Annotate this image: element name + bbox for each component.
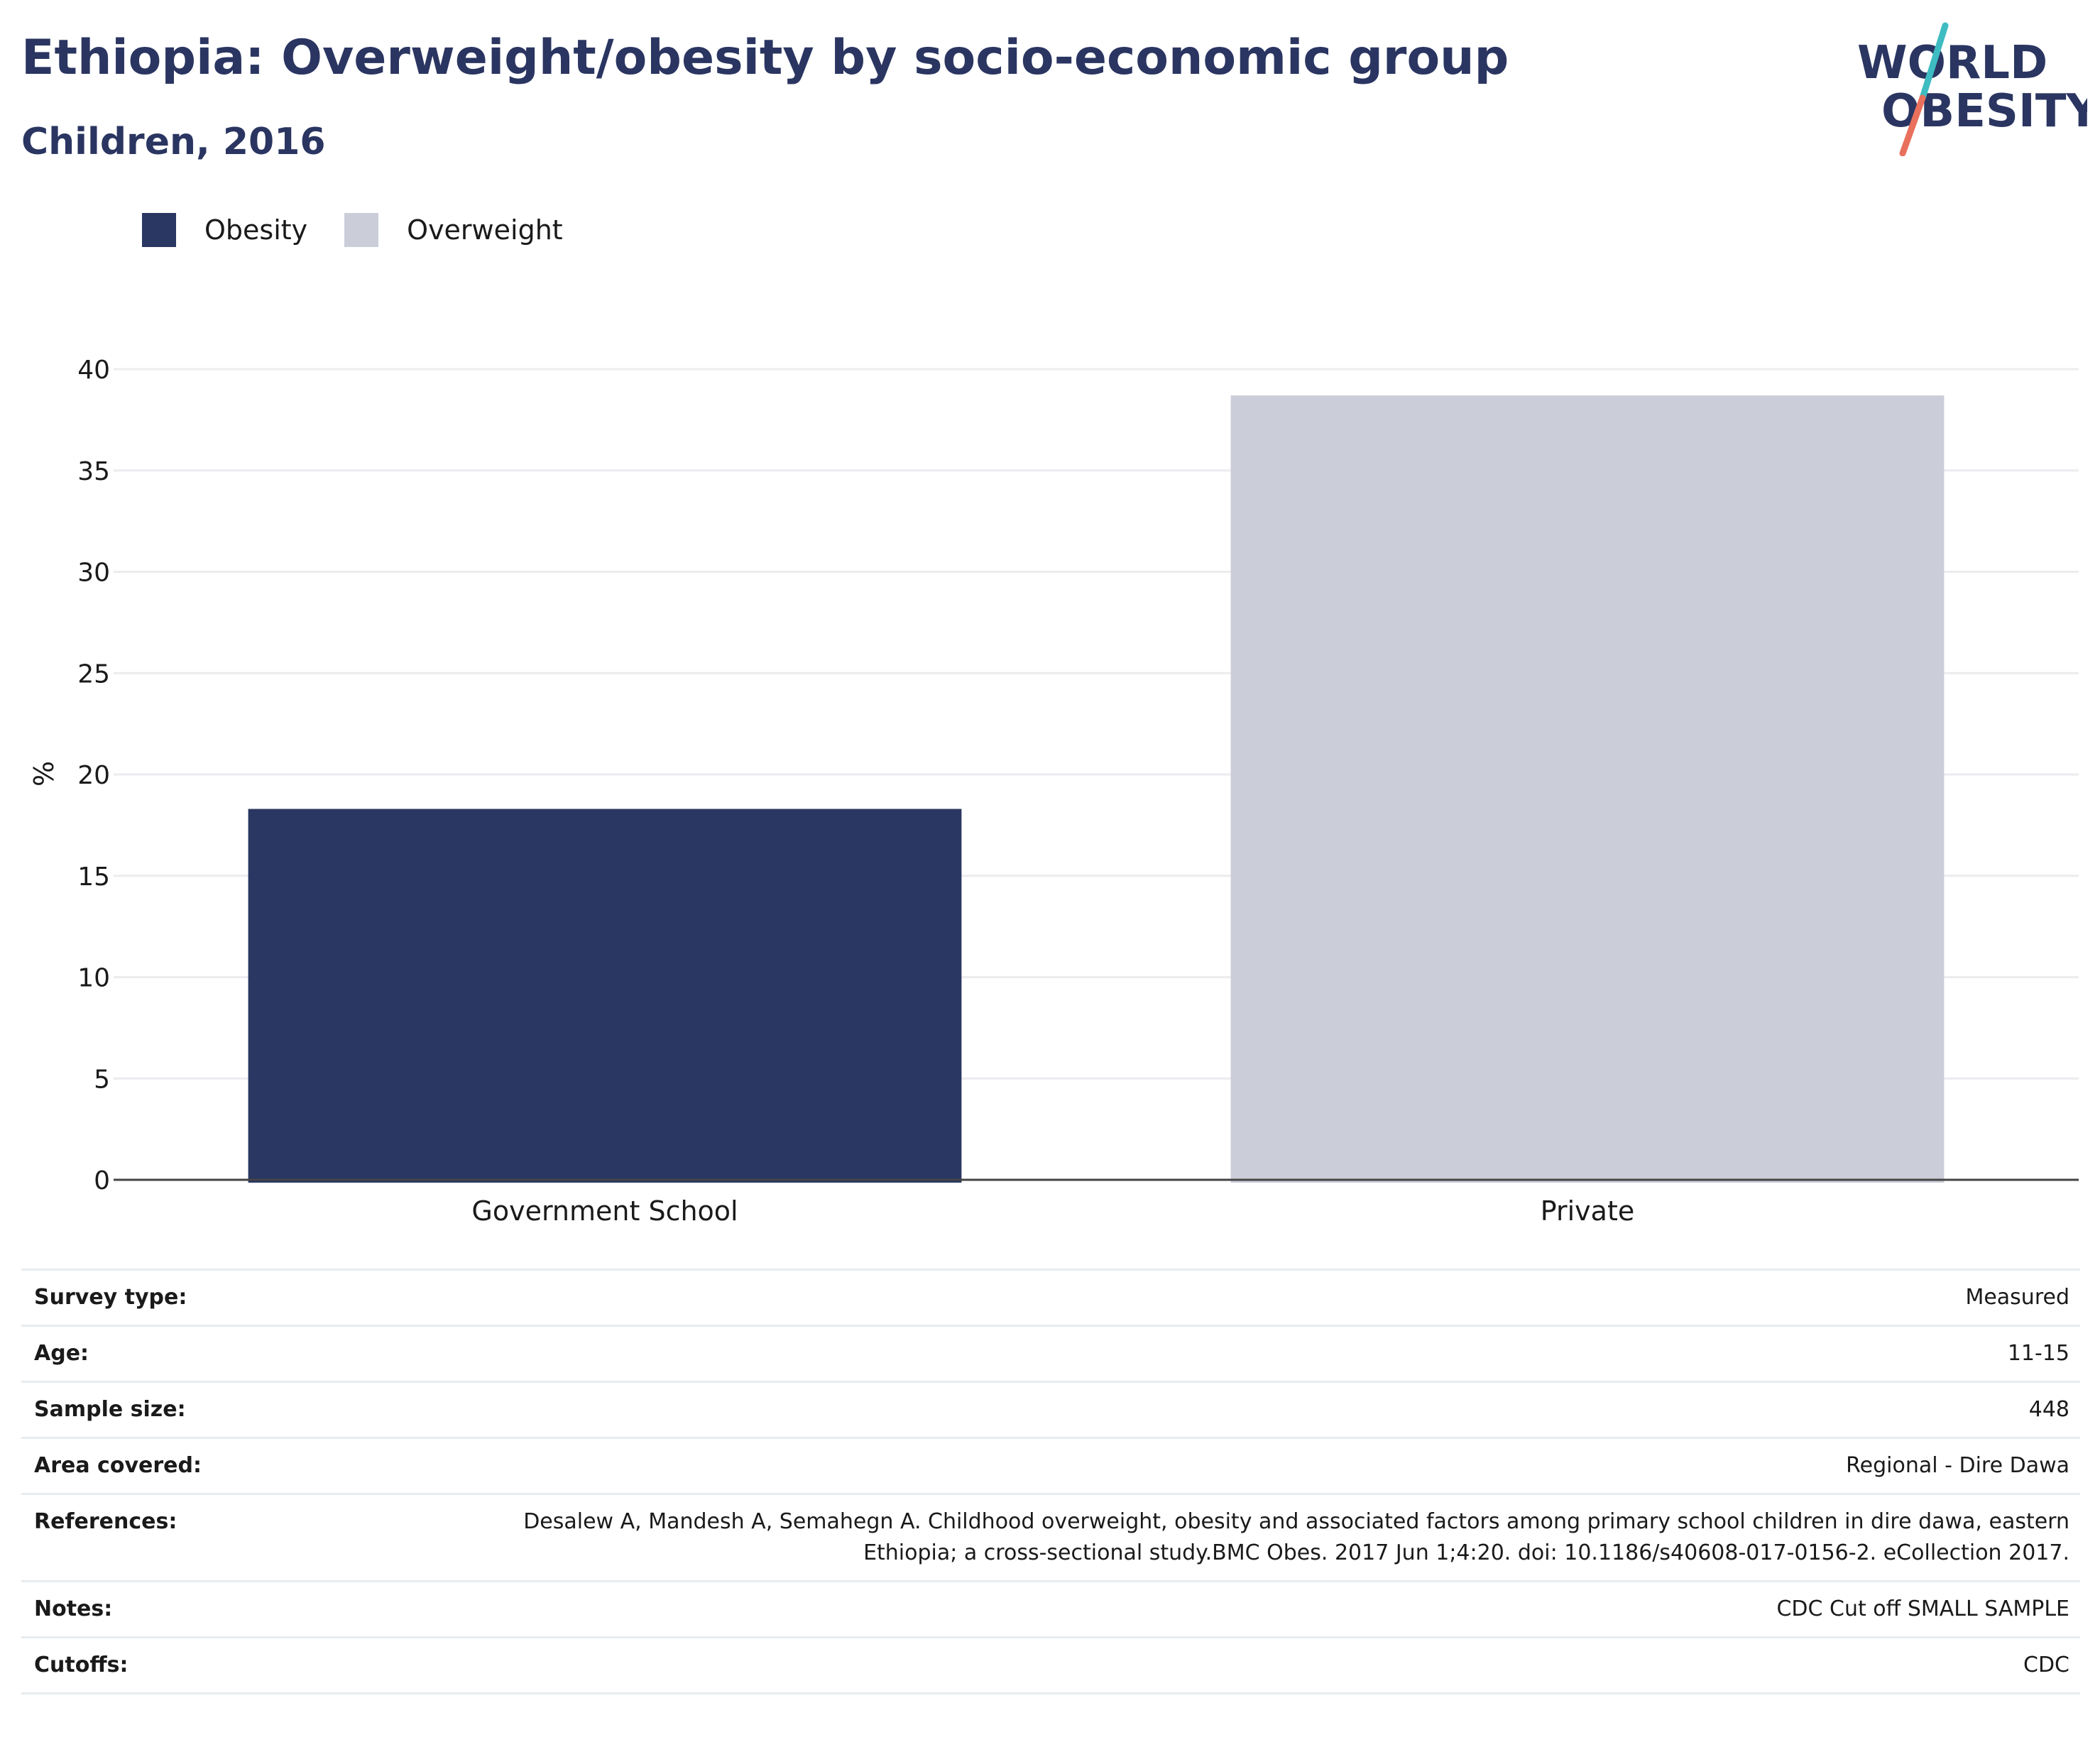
x-tick-label: Private xyxy=(1541,1195,1634,1227)
chart-subtitle: Children, 2016 xyxy=(21,121,326,163)
x-tick-label: Government School xyxy=(471,1195,738,1227)
details-row: References: Desalew A, Mandesh A, Semaheg… xyxy=(21,1494,2080,1582)
y-tick-label: 10 xyxy=(77,964,110,993)
legend-item-overweight[interactable]: Overweight xyxy=(344,213,563,247)
logo-slash-top xyxy=(1919,22,1949,102)
details-row: Cutoffs: CDC xyxy=(21,1637,2080,1694)
details-label: References: xyxy=(21,1494,485,1582)
y-tick-label: 15 xyxy=(77,862,110,892)
bar-overweight-private[interactable] xyxy=(1230,395,1945,1183)
chart-title: Ethiopia: Overweight/obesity by socio-ec… xyxy=(21,30,1509,86)
legend-label-overweight: Overweight xyxy=(407,214,563,246)
details-value: CDC Cut off SMALL SAMPLE xyxy=(485,1581,2080,1638)
world-obesity-logo: WORLD OBESITY xyxy=(1857,22,2087,156)
bar-chart: 0 5 10 15 20 25 30 35 40 Government School Privat… xyxy=(28,356,2079,1227)
details-label: Age: xyxy=(21,1325,485,1383)
chart-legend: Obesity Overweight xyxy=(142,212,600,248)
y-tick-label: 25 xyxy=(77,659,110,689)
details-value: Measured xyxy=(485,1269,2080,1327)
y-tick-label: 0 xyxy=(94,1166,110,1195)
details-row: Age: 11-15 xyxy=(21,1325,2080,1383)
y-tick-label: 30 xyxy=(77,559,110,588)
y-tick-label: 20 xyxy=(77,761,110,790)
details-value: 448 xyxy=(485,1381,2080,1439)
logo-word-world: WORLD xyxy=(1857,37,2047,89)
details-value: CDC xyxy=(485,1637,2080,1694)
bar-obesity-government-school[interactable] xyxy=(248,809,962,1183)
details-label: Survey type: xyxy=(21,1269,485,1327)
details-value: Regional - Dire Dawa xyxy=(485,1437,2080,1495)
y-tick-label: 35 xyxy=(77,457,110,486)
survey-details-table: Survey type: Measured Age: 11-15 Sample size… xyxy=(21,1269,2080,1694)
y-axis-label: % xyxy=(28,761,60,787)
details-row: Area covered: Regional - Dire Dawa xyxy=(21,1437,2080,1495)
legend-label-obesity: Obesity xyxy=(204,214,308,246)
details-value: Desalew A, Mandesh A, Semahegn A. Childh… xyxy=(485,1494,2080,1582)
details-label: Area covered: xyxy=(21,1437,485,1495)
y-tick-label: 5 xyxy=(94,1065,110,1094)
y-axis-ticks: 0 5 10 15 20 25 30 35 40 xyxy=(77,356,110,1195)
x-axis-labels: Government School Private xyxy=(471,1195,1634,1227)
details-value: 11-15 xyxy=(485,1325,2080,1383)
legend-swatch-overweight xyxy=(344,213,379,247)
details-row: Survey type: Measured xyxy=(21,1269,2080,1327)
logo-slash-bottom xyxy=(1899,94,1926,156)
y-tick-label: 40 xyxy=(77,356,110,385)
bars xyxy=(248,395,1945,1183)
legend-swatch-obesity xyxy=(142,213,176,247)
details-row: Notes: CDC Cut off SMALL SAMPLE xyxy=(21,1581,2080,1638)
details-row: Sample size: 448 xyxy=(21,1381,2080,1439)
details-label: Cutoffs: xyxy=(21,1637,485,1694)
details-label: Sample size: xyxy=(21,1381,485,1439)
details-label: Notes: xyxy=(21,1581,485,1638)
legend-item-obesity[interactable]: Obesity xyxy=(142,213,307,247)
